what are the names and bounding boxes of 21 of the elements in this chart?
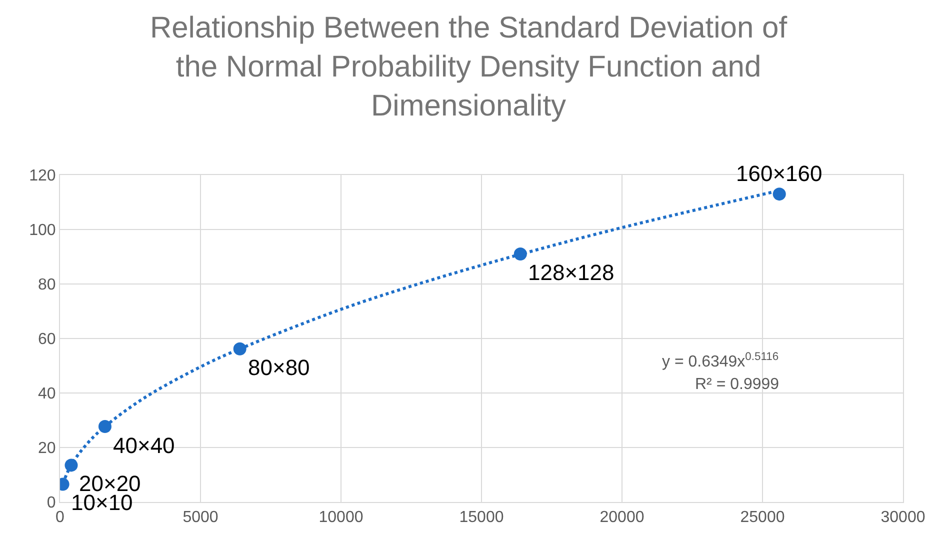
point bbox=[772, 188, 786, 201]
y-tick-label: 80 bbox=[38, 276, 56, 294]
x-tick-label: 15000 bbox=[459, 509, 504, 526]
y-tick-label: 0 bbox=[46, 494, 56, 512]
annotation: 160×160 bbox=[736, 161, 822, 186]
annotation: 80×80 bbox=[248, 355, 310, 380]
annotation: 40×40 bbox=[113, 433, 175, 458]
chart-title: Relationship Between the Standard Deviation of the Normal Probability Density Function and Dimensionality bbox=[150, 12, 788, 123]
y-tick-label: 40 bbox=[38, 386, 56, 403]
annotation: R² = 0.9999 bbox=[695, 376, 780, 393]
y-tick-label: 20 bbox=[38, 440, 56, 458]
y-tick-label: 100 bbox=[29, 222, 56, 240]
annotation: y = 0.6349x$^{0.5116}$ bbox=[662, 351, 779, 371]
x-tick-label: 10000 bbox=[318, 509, 364, 526]
y-tick-label: 60 bbox=[38, 331, 56, 348]
x-tick-label: 20000 bbox=[600, 509, 644, 526]
x-tick-label: 30000 bbox=[880, 509, 926, 526]
y-tick-label: 120 bbox=[29, 168, 56, 185]
x-tick-label: 25000 bbox=[740, 509, 785, 526]
annotation: 128×128 bbox=[528, 260, 614, 285]
x-tick-label: 5000 bbox=[182, 509, 218, 526]
